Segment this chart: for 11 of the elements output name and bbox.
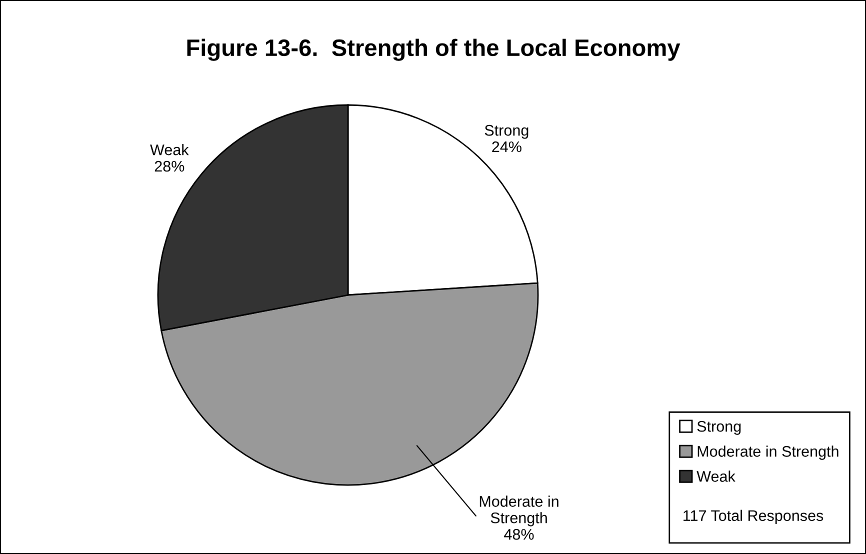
- text: 117 Total Responses: [684, 510, 824, 524]
- chart-title: Figure 13-6. Strength of the Local Economy: [187, 38, 680, 61]
- slice-label: Weak: [150, 144, 189, 156]
- legend-label: Weak: [696, 470, 736, 482]
- data-label: 28%: [154, 160, 184, 172]
- legend-label: Moderate in Strength: [698, 446, 838, 460]
- data-label: 24%: [492, 141, 522, 152]
- slice-label: Moderate in Strength: [480, 496, 558, 526]
- data-label: 48%: [504, 528, 534, 540]
- slice-label: Strong: [484, 124, 528, 139]
- legend-label: Strong: [697, 420, 741, 435]
